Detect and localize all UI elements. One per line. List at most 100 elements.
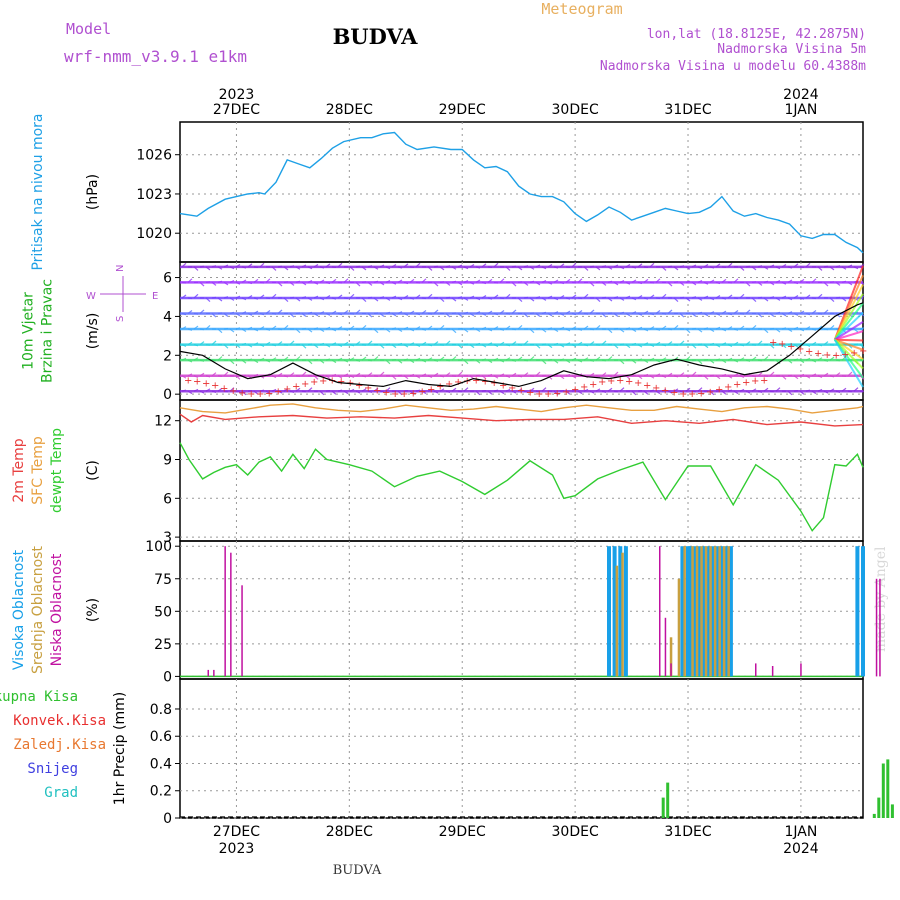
wind-barb bbox=[517, 281, 523, 284]
wind-barb bbox=[793, 344, 799, 348]
wind-barb bbox=[667, 372, 673, 377]
wind-barb bbox=[421, 297, 427, 300]
wind-barb bbox=[775, 280, 781, 283]
wind-barb bbox=[709, 328, 715, 332]
wind-barb bbox=[205, 325, 211, 330]
side-legend-label: Niska Oblacnost bbox=[49, 553, 65, 666]
wind-barb bbox=[709, 342, 715, 346]
wind-barb bbox=[355, 390, 361, 394]
wind-barb bbox=[451, 266, 457, 270]
wind-speed-marker: + bbox=[796, 344, 804, 355]
wind-barb bbox=[511, 341, 517, 346]
wind-barb bbox=[463, 266, 469, 270]
wind-speed-marker: + bbox=[724, 382, 732, 393]
wind-barb bbox=[751, 281, 757, 284]
y-axis-label: 1hr Precip (mm) bbox=[112, 692, 128, 805]
wind-barb bbox=[199, 372, 205, 377]
wind-barb bbox=[301, 371, 307, 377]
bar-srednja-oblacnost bbox=[709, 546, 712, 677]
side-legend-label: 2m Temp bbox=[11, 438, 27, 502]
wind-barb bbox=[763, 387, 769, 392]
wind-barb bbox=[673, 388, 679, 392]
wind-barb bbox=[427, 312, 433, 315]
wind-barb bbox=[421, 341, 427, 346]
precip-legend-label: Ukupna Kisa bbox=[0, 689, 78, 705]
wind-speed-marker: + bbox=[193, 377, 201, 388]
wind-barb bbox=[637, 344, 643, 348]
wind-barb bbox=[373, 328, 379, 334]
wind-barb bbox=[361, 266, 367, 271]
wind-barb bbox=[535, 281, 541, 286]
wind-barb bbox=[193, 388, 199, 392]
wind-barb bbox=[421, 373, 427, 377]
wind-fan-barb bbox=[834, 330, 864, 341]
wind-barb bbox=[427, 266, 433, 271]
wind-barb bbox=[667, 309, 673, 314]
wind-barb bbox=[661, 375, 667, 379]
elevation-label: Nadmorska Visina 5m bbox=[717, 42, 866, 57]
y-tick-label: 25 bbox=[154, 637, 172, 653]
wind-barb bbox=[727, 294, 733, 299]
wind-barb bbox=[649, 344, 655, 347]
wind-barb bbox=[433, 359, 439, 362]
wind-barb bbox=[373, 375, 379, 377]
wind-barb bbox=[385, 297, 391, 301]
wind-barb bbox=[595, 325, 601, 330]
wind-barb bbox=[205, 297, 211, 303]
wind-barb bbox=[313, 327, 319, 330]
bar-niska-oblacnost bbox=[771, 666, 774, 677]
bar-niska-oblacnost bbox=[241, 585, 243, 677]
wind-barb bbox=[805, 375, 811, 379]
wind-barb bbox=[793, 375, 799, 380]
bar-niska-oblacnost bbox=[659, 546, 661, 677]
wind-barb bbox=[511, 265, 517, 268]
wind-barb bbox=[469, 263, 475, 268]
wind-barb bbox=[343, 341, 349, 346]
bar-visoka-oblacnost bbox=[688, 546, 693, 677]
wind-barb bbox=[691, 313, 697, 317]
wind-barb bbox=[769, 313, 775, 317]
wind-barb bbox=[355, 328, 361, 331]
bar-visoka-oblacnost bbox=[710, 546, 715, 677]
wind-barb bbox=[739, 293, 745, 299]
wind-barb bbox=[499, 359, 505, 363]
wind-barb bbox=[505, 375, 511, 379]
wind-barb bbox=[793, 326, 799, 330]
wind-barb bbox=[235, 375, 241, 380]
wind-barb bbox=[511, 309, 517, 314]
wind-barb bbox=[397, 311, 403, 315]
wind-barb bbox=[313, 281, 319, 285]
wind-barb bbox=[655, 297, 661, 300]
wind-barb bbox=[709, 390, 715, 396]
wind-barb bbox=[775, 359, 781, 365]
wind-barb bbox=[535, 296, 541, 299]
wind-barb bbox=[301, 281, 307, 286]
wind-barb bbox=[403, 358, 409, 361]
wind-barb bbox=[367, 340, 373, 346]
wind-barb bbox=[295, 266, 301, 270]
wind-barb bbox=[619, 387, 625, 392]
wind-barb bbox=[673, 344, 679, 346]
wind-barb bbox=[331, 373, 337, 377]
wind-barb bbox=[325, 358, 331, 361]
wind-barb bbox=[271, 293, 277, 299]
wind-barb bbox=[715, 295, 721, 299]
bar-visoka-oblacnost bbox=[855, 546, 860, 677]
wind-barb bbox=[649, 294, 655, 299]
wind-barb bbox=[391, 295, 397, 299]
wind-barb bbox=[667, 265, 673, 268]
wind-barb bbox=[337, 375, 343, 379]
wind-speed-marker: + bbox=[544, 389, 552, 400]
wind-barb bbox=[571, 344, 577, 347]
wind-barb bbox=[361, 356, 367, 361]
wind-barb bbox=[577, 341, 583, 346]
wind-barb bbox=[343, 359, 349, 363]
bottom-day-label: 31DEC bbox=[664, 824, 711, 840]
wind-speed-marker: + bbox=[841, 350, 849, 361]
wind-barb bbox=[637, 390, 643, 392]
wind-barb bbox=[355, 265, 361, 268]
wind-barb bbox=[319, 297, 325, 301]
wind-barb bbox=[805, 281, 811, 284]
wind-barb bbox=[697, 311, 703, 315]
wind-barb bbox=[841, 375, 847, 377]
